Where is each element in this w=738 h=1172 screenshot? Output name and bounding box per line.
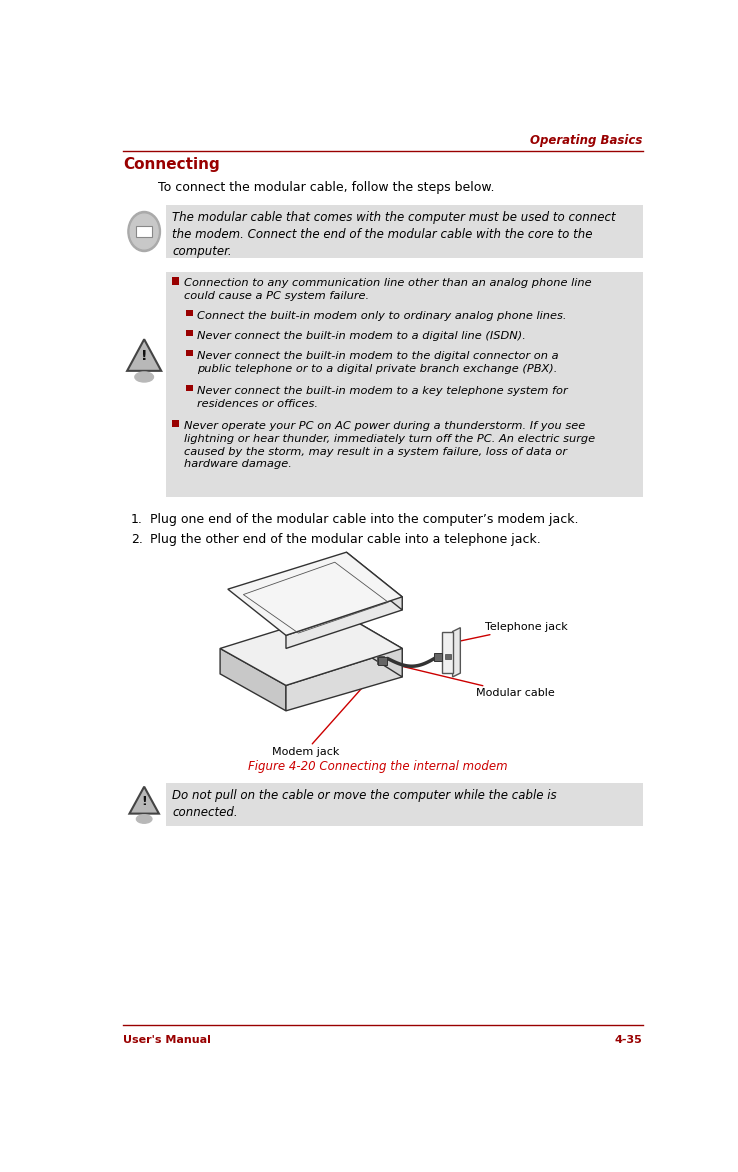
Text: Never operate your PC on AC power during a thunderstorm. If you see
lightning or: Never operate your PC on AC power during… <box>184 421 596 469</box>
Polygon shape <box>220 612 402 686</box>
Polygon shape <box>286 597 402 648</box>
Text: 2.: 2. <box>131 532 143 546</box>
Ellipse shape <box>128 211 160 252</box>
FancyBboxPatch shape <box>378 656 387 665</box>
Text: Never connect the built-in modem to the digital connector on a
public telephone : Never connect the built-in modem to the … <box>197 350 559 374</box>
FancyBboxPatch shape <box>434 653 442 661</box>
Text: Connect the built-in modem only to ordinary analog phone lines.: Connect the built-in modem only to ordin… <box>197 311 566 321</box>
FancyBboxPatch shape <box>377 656 384 663</box>
Text: Never connect the built-in modem to a key telephone system for
residences or off: Never connect the built-in modem to a ke… <box>197 386 568 409</box>
Text: !: ! <box>141 795 147 808</box>
Text: Modular cable: Modular cable <box>401 666 554 699</box>
Text: The modular cable that comes with the computer must be used to connect
the modem: The modular cable that comes with the co… <box>172 211 615 259</box>
FancyBboxPatch shape <box>172 278 179 285</box>
FancyBboxPatch shape <box>186 384 193 391</box>
FancyBboxPatch shape <box>442 632 453 673</box>
Polygon shape <box>452 628 461 677</box>
Text: Do not pull on the cable or move the computer while the cable is
connected.: Do not pull on the cable or move the com… <box>172 789 556 819</box>
Text: Connection to any communication line other than an analog phone line
could cause: Connection to any communication line oth… <box>184 279 592 301</box>
Polygon shape <box>129 786 159 813</box>
Text: Never connect the built-in modem to a digital line (ISDN).: Never connect the built-in modem to a di… <box>197 331 525 341</box>
Text: To connect the modular cable, follow the steps below.: To connect the modular cable, follow the… <box>158 182 494 195</box>
Ellipse shape <box>135 372 154 382</box>
Ellipse shape <box>137 815 152 823</box>
FancyBboxPatch shape <box>137 226 152 237</box>
Text: Operating Basics: Operating Basics <box>530 134 643 146</box>
FancyBboxPatch shape <box>166 783 643 826</box>
Text: !: ! <box>141 349 148 363</box>
Polygon shape <box>346 552 402 609</box>
Text: Modem jack: Modem jack <box>272 666 382 757</box>
FancyBboxPatch shape <box>186 329 193 336</box>
Text: 1.: 1. <box>131 512 143 525</box>
Polygon shape <box>286 648 402 711</box>
Polygon shape <box>339 612 402 677</box>
FancyBboxPatch shape <box>445 654 451 659</box>
Text: Figure 4-20 Connecting the internal modem: Figure 4-20 Connecting the internal mode… <box>249 759 508 772</box>
FancyBboxPatch shape <box>172 420 179 427</box>
FancyBboxPatch shape <box>186 309 193 316</box>
Polygon shape <box>127 339 161 370</box>
Text: Telephone jack: Telephone jack <box>454 622 568 642</box>
Polygon shape <box>220 648 286 711</box>
Text: User's Manual: User's Manual <box>123 1035 211 1045</box>
Text: Plug the other end of the modular cable into a telephone jack.: Plug the other end of the modular cable … <box>151 532 541 546</box>
Polygon shape <box>228 552 402 635</box>
Text: Plug one end of the modular cable into the computer’s modem jack.: Plug one end of the modular cable into t… <box>151 512 579 525</box>
FancyBboxPatch shape <box>166 205 643 259</box>
Text: Connecting: Connecting <box>123 157 220 172</box>
FancyBboxPatch shape <box>186 350 193 356</box>
Text: 4-35: 4-35 <box>615 1035 643 1045</box>
Ellipse shape <box>130 214 158 248</box>
FancyBboxPatch shape <box>166 272 643 497</box>
